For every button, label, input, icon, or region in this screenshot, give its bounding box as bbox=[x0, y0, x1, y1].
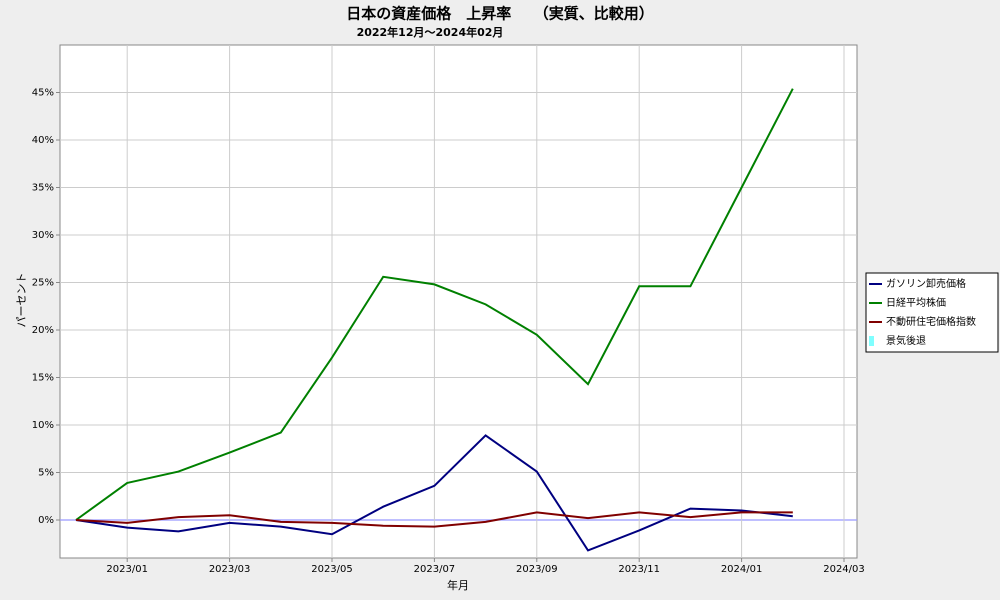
legend-box bbox=[865, 272, 999, 353]
y-tick-label: 5% bbox=[38, 468, 54, 479]
y-tick-label: 45% bbox=[32, 88, 54, 99]
legend-swatch bbox=[869, 336, 874, 346]
x-tick-label: 2023/09 bbox=[516, 564, 558, 575]
x-tick-label: 2023/03 bbox=[209, 564, 251, 575]
series-line bbox=[75, 88, 794, 521]
legend-label: 日経平均株価 bbox=[886, 296, 946, 309]
x-tick-label: 2023/01 bbox=[106, 564, 148, 575]
y-tick-label: 30% bbox=[32, 230, 54, 241]
plot-area bbox=[59, 44, 858, 559]
x-axis-label: 年月 bbox=[447, 578, 469, 592]
y-axis-label: パーセント bbox=[15, 273, 28, 328]
legend-label: 景気後退 bbox=[886, 334, 926, 347]
legend-label: ガソリン卸売価格 bbox=[886, 277, 966, 290]
y-tick-label: 15% bbox=[32, 373, 54, 384]
y-tick-label: 20% bbox=[32, 325, 54, 336]
x-tick-label: 2023/07 bbox=[414, 564, 456, 575]
y-tick-label: 0% bbox=[38, 515, 54, 526]
y-tick-label: 25% bbox=[32, 278, 54, 289]
x-tick-label: 2024/01 bbox=[721, 564, 763, 575]
y-tick-label: 35% bbox=[32, 183, 54, 194]
x-tick-label: 2023/11 bbox=[618, 564, 660, 575]
y-tick-label: 10% bbox=[32, 420, 54, 431]
x-tick-label: 2024/03 bbox=[823, 564, 865, 575]
y-tick-label: 40% bbox=[32, 135, 54, 146]
x-tick-label: 2023/05 bbox=[311, 564, 353, 575]
legend-label: 不動研住宅価格指数 bbox=[886, 315, 976, 328]
chart-title: 日本の資産価格 上昇率 （実質、比較用） bbox=[346, 5, 654, 23]
series-line bbox=[75, 511, 793, 528]
chart-subtitle: 2022年12月〜2024年02月 bbox=[357, 25, 504, 39]
